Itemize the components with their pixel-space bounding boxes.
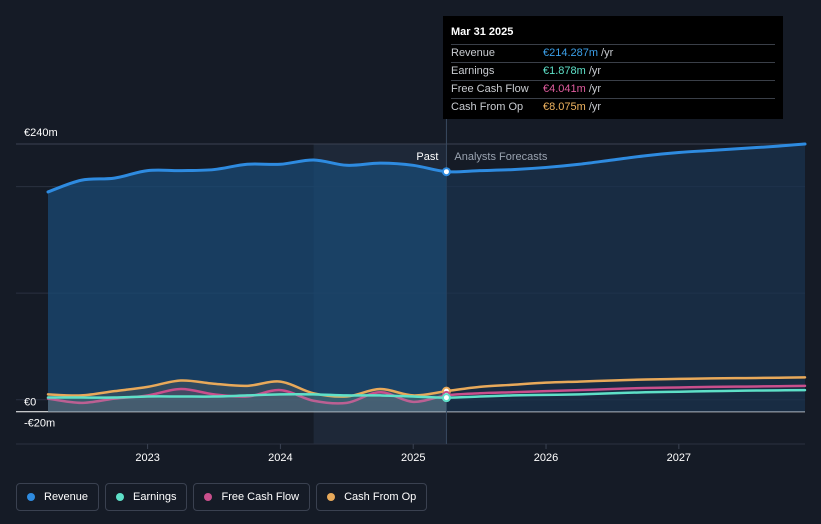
tooltip-row-name: Earnings: [451, 65, 495, 77]
legend-label: Earnings: [133, 491, 177, 503]
tooltip-row: Earnings €1.878m/yr: [451, 62, 775, 80]
x-tick-label: 2024: [268, 452, 292, 464]
forecast-label: Analysts Forecasts: [454, 151, 547, 163]
series-line-earnings-marker: [441, 393, 451, 403]
tooltip-row-name: Revenue: [451, 47, 496, 59]
legend-item-free-cash-flow[interactable]: Free Cash Flow: [193, 483, 311, 511]
series-line-free-cash-flow-area: [48, 389, 447, 412]
y-tick-label: -€20m: [24, 418, 55, 430]
series-line-earnings-area: [48, 394, 447, 412]
tooltip-row-value: €1.878m: [543, 65, 586, 77]
legend-label: Free Cash Flow: [221, 491, 300, 503]
legend-dot-icon: [116, 493, 125, 501]
legend-label: Cash From Op: [344, 491, 417, 503]
series-line-revenue-marker: [441, 167, 451, 177]
legend-dot-icon: [204, 493, 213, 501]
revenue-area-forecast: [446, 144, 805, 412]
legend-item-revenue[interactable]: Revenue: [16, 483, 100, 511]
axis-labels: €240m €0 -€20m 2023 2024 2025 2026 2027 Past Anal…: [24, 127, 691, 464]
tooltip-row-value: €214.287m: [543, 47, 599, 59]
tooltip-row-unit: /yr: [588, 83, 602, 95]
tooltip-row-value: €4.041m: [543, 83, 586, 95]
x-tick-label: 2026: [534, 452, 558, 464]
tooltip-row-name: Free Cash Flow: [451, 83, 529, 95]
series-line-revenue: [46, 142, 807, 194]
tooltip-row-unit: /yr: [588, 65, 602, 77]
x-tick-label: 2023: [135, 452, 159, 464]
y-tick-label: €240m: [24, 127, 58, 139]
revenue-area-past: [48, 159, 447, 412]
legend-item-earnings[interactable]: Earnings: [105, 483, 188, 511]
chart-legend: Revenue Earnings Free Cash Flow Cash From O…: [16, 483, 428, 511]
past-label: Past: [416, 151, 438, 163]
legend-label: Revenue: [44, 491, 89, 503]
series-line-free-cash-flow: [46, 384, 807, 405]
tooltip-date: Mar 31 2025: [451, 26, 514, 38]
tooltip-row-unit: /yr: [601, 47, 614, 59]
legend-dot-icon: [27, 493, 35, 501]
x-tick-label: 2025: [401, 452, 425, 464]
series-line-earnings: [46, 388, 807, 399]
legend-dot-icon: [327, 493, 336, 501]
y-tick-label: €0: [24, 397, 36, 409]
tooltip-row-value: €8.075m: [543, 101, 586, 113]
tooltip-row: Revenue €214.287m/yr: [451, 44, 775, 62]
hover-tooltip: Mar 31 2025 Revenue €214.287m/yr Earnings €…: [443, 16, 783, 119]
series-lines: [46, 142, 807, 412]
tooltip-row-name: Cash From Op: [451, 101, 524, 113]
tooltip-row-unit: /yr: [588, 101, 602, 113]
tooltip-row: Free Cash Flow €4.041m/yr: [451, 80, 775, 98]
legend-item-cash-from-op[interactable]: Cash From Op: [316, 483, 428, 511]
tooltip-row: Cash From Op €8.075m/yr: [451, 98, 775, 116]
x-tick-label: 2027: [667, 452, 691, 464]
series-line-cash-from-op: [46, 376, 807, 398]
revenue-area: [48, 144, 805, 412]
